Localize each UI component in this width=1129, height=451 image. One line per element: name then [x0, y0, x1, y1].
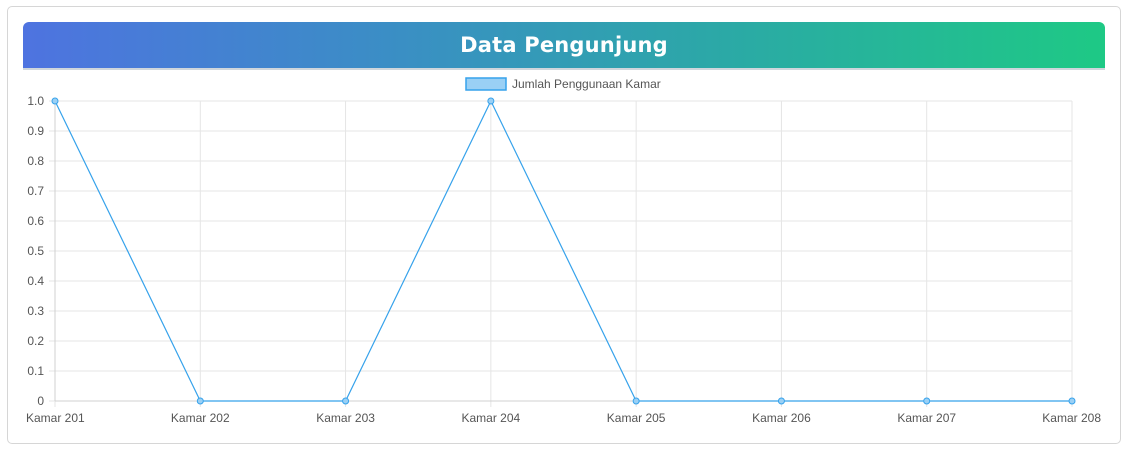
chart-header: Data Pengunjung [23, 22, 1105, 70]
x-tick-label: Kamar 205 [607, 411, 666, 425]
data-point [632, 397, 640, 405]
y-tick-label: 0.9 [27, 124, 44, 138]
legend-label: Jumlah Penggunaan Kamar [512, 77, 661, 91]
x-tick-label: Kamar 202 [171, 411, 230, 425]
x-tick-label: Kamar 208 [1042, 411, 1101, 425]
data-point [342, 397, 350, 405]
y-tick-label: 0.1 [27, 364, 44, 378]
y-tick-label: 0.4 [27, 274, 44, 288]
data-point [1068, 397, 1076, 405]
series-line [54, 99, 1072, 402]
grid-lines [49, 100, 1073, 407]
x-tick-labels: Kamar 201 Kamar 202 Kamar 203 Kamar 204 Kama… [26, 411, 1101, 425]
y-tick-label: 1.0 [27, 94, 44, 108]
y-tick-label: 0.7 [27, 184, 44, 198]
data-point [487, 97, 495, 105]
legend-swatch [465, 77, 507, 91]
y-tick-labels: 0 0.1 0.2 0.3 0.4 0.5 0.6 0.7 0.8 0.9 1.0 [27, 94, 44, 408]
x-tick-label: Kamar 206 [752, 411, 811, 425]
legend[interactable]: Jumlah Penggunaan Kamar [465, 77, 661, 91]
y-tick-label: 0.2 [27, 334, 44, 348]
x-tick-label: Kamar 201 [26, 411, 85, 425]
y-tick-label: 0.3 [27, 304, 44, 318]
x-tick-label: Kamar 207 [897, 411, 956, 425]
y-tick-label: 0.6 [27, 214, 44, 228]
y-tick-label: 0.5 [27, 244, 44, 258]
series [51, 97, 1076, 405]
x-tick-label: Kamar 203 [316, 411, 375, 425]
chart-title: Data Pengunjung [460, 33, 668, 57]
y-tick-label: 0.8 [27, 154, 44, 168]
data-point [923, 397, 931, 405]
data-point [777, 397, 785, 405]
y-tick-label: 0 [37, 394, 44, 408]
data-point [196, 397, 204, 405]
data-point [51, 97, 59, 105]
x-tick-label: Kamar 204 [462, 411, 521, 425]
